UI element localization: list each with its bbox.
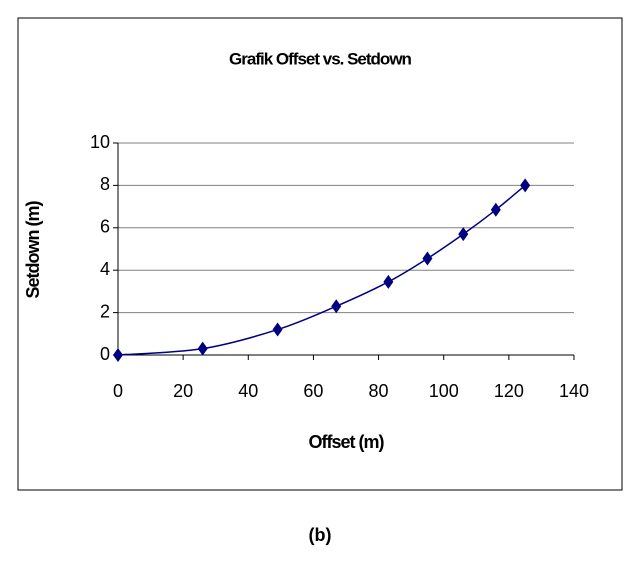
- chart-frame: [17, 17, 623, 491]
- x-tick-label: 100: [429, 381, 459, 401]
- y-tick-label: 4: [100, 259, 110, 279]
- point: [113, 348, 123, 362]
- y-tick-label: 6: [100, 217, 110, 237]
- x-tick-label: 0: [113, 381, 123, 401]
- point: [272, 322, 283, 337]
- x-tick-label: 40: [238, 381, 258, 401]
- y-tick-label: 0: [100, 344, 110, 364]
- caption: (b): [309, 525, 332, 545]
- point: [490, 202, 501, 217]
- point: [331, 299, 342, 314]
- x-tick-label: 140: [559, 381, 589, 401]
- y-tick-label: 2: [100, 301, 110, 321]
- chart-title: Grafik Offset vs. Setdown: [229, 49, 411, 68]
- point: [520, 178, 531, 193]
- y-tick-label: 10: [90, 132, 110, 152]
- x-tick-label: 20: [173, 381, 193, 401]
- point: [383, 274, 394, 289]
- point: [458, 227, 469, 242]
- point: [197, 341, 208, 356]
- x-tick-label: 80: [369, 381, 389, 401]
- point: [422, 251, 433, 266]
- y-axis-label: Setdown (m): [23, 201, 43, 299]
- x-tick-label: 120: [494, 381, 524, 401]
- x-axis-label: Offset (m): [309, 432, 385, 452]
- y-tick-label: 8: [100, 174, 110, 194]
- x-tick-label: 60: [303, 381, 323, 401]
